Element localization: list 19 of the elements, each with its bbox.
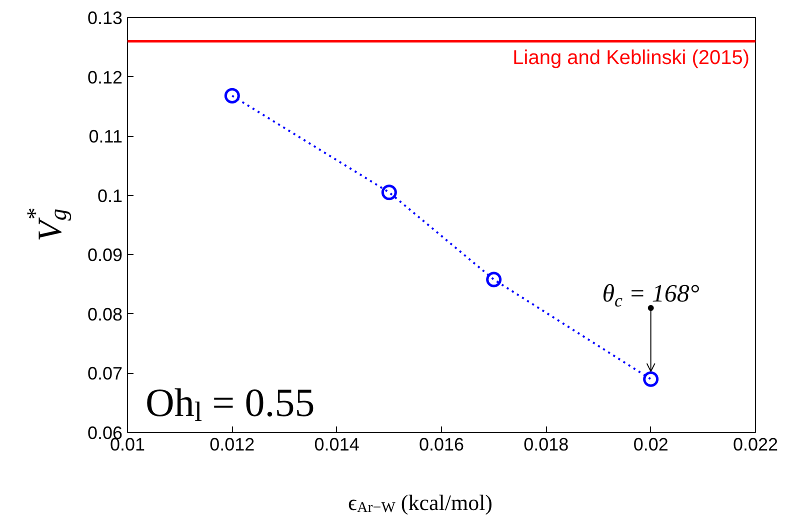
y-axis-title: Vg*: [23, 208, 72, 242]
point: [643, 371, 659, 387]
y-tick-label: 0.11: [88, 126, 123, 147]
y-tick-label: 0.08: [87, 304, 123, 324]
x-tick-label: 0.016: [418, 434, 464, 454]
ref-line-label: Liang and Keblinski (2015): [512, 47, 750, 70]
y-tick-label: 0.13: [87, 8, 123, 28]
x-tick-label: 0.02: [633, 434, 668, 454]
x-tick-label: 0.018: [524, 434, 569, 454]
point: [381, 184, 397, 200]
x-tick-label: 0.022: [732, 434, 778, 454]
point: [486, 272, 502, 288]
y-tick-label: 0.12: [87, 67, 123, 88]
y-tick-label: 0.09: [87, 245, 123, 266]
y-tick-label: 0.1: [97, 186, 123, 206]
x-tick-label: 0.012: [210, 434, 255, 454]
point: [224, 88, 240, 104]
y-tick-label: 0.07: [87, 364, 123, 384]
x-tick-label: 0.014: [314, 434, 360, 454]
